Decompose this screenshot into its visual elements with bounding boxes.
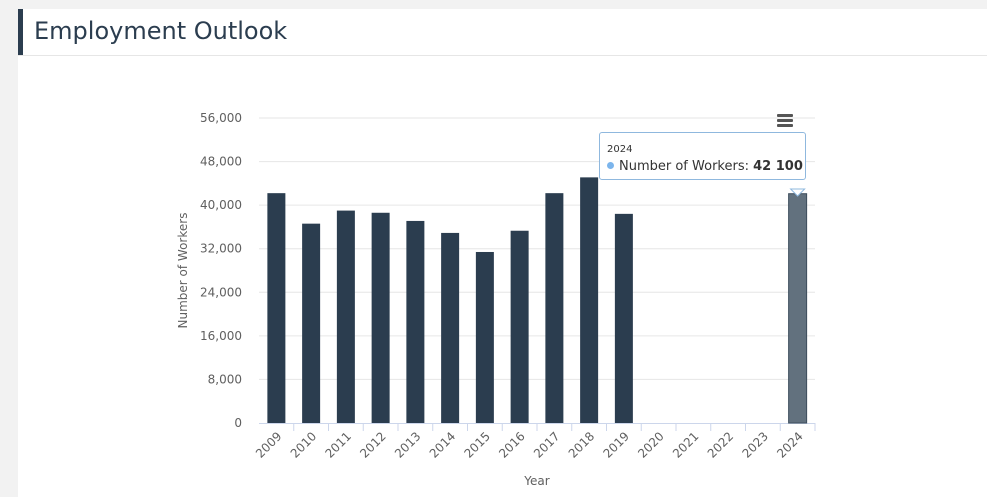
tooltip-series-dot	[607, 162, 614, 169]
bar-2024	[788, 193, 808, 424]
x-tick-label: 2016	[496, 429, 527, 460]
y-tick-label: 8,000	[208, 372, 242, 386]
tooltip-value: 42 100	[753, 159, 803, 174]
x-tick-label: 2019	[600, 429, 631, 460]
x-tick-label: 2012	[357, 429, 388, 460]
bar-2019	[614, 213, 633, 423]
x-tick-label: 2015	[461, 429, 492, 460]
bar-2014	[441, 232, 460, 423]
tooltip-series-label: Number of Workers:	[619, 159, 754, 174]
employment-outlook-panel: Employment Outlook	[18, 9, 987, 497]
y-tick-label: 56,000	[200, 111, 242, 125]
y-axis-title: Number of Workers	[176, 213, 190, 329]
x-tick-label: 2018	[566, 429, 597, 460]
bar-2009	[267, 193, 286, 423]
chart-tooltip: 2024 Number of Workers: 42 100	[599, 132, 806, 180]
x-tick-label: 2014	[427, 429, 458, 460]
x-tick-label: 2017	[531, 429, 562, 460]
bar-2010	[302, 223, 321, 423]
x-tick-label: 2022	[705, 429, 736, 460]
y-tick-label: 16,000	[200, 329, 242, 343]
bar-2015	[475, 251, 494, 423]
y-tick-label: 48,000	[200, 155, 242, 169]
x-tick-label: 2020	[635, 429, 666, 460]
panel-header: Employment Outlook	[18, 9, 987, 56]
bar-2013	[406, 220, 425, 423]
bar-2011	[336, 210, 355, 423]
x-tick-label: 2009	[253, 429, 284, 460]
bar-2017	[545, 193, 564, 423]
tooltip-category: 2024	[607, 144, 633, 155]
tooltip-pointer	[789, 188, 806, 197]
y-tick-label: 0	[234, 416, 242, 430]
x-tick-label: 2013	[392, 429, 423, 460]
bar-2018	[580, 177, 599, 423]
tooltip-series-line: Number of Workers: 42 100	[607, 159, 803, 174]
x-tick-label: 2010	[288, 429, 319, 460]
x-axis-title: Year	[523, 474, 549, 488]
header-accent-bar	[18, 9, 23, 55]
y-tick-label: 40,000	[200, 198, 242, 212]
hamburger-menu-icon[interactable]	[774, 110, 796, 132]
x-tick-label: 2023	[739, 429, 770, 460]
y-tick-label: 32,000	[200, 242, 242, 256]
bar-2016	[510, 230, 529, 423]
page-title: Employment Outlook	[34, 17, 288, 45]
x-tick-label: 2024	[774, 429, 805, 460]
x-tick-label: 2021	[670, 429, 701, 460]
x-tick-label: 2011	[322, 429, 353, 460]
bar-2012	[371, 212, 390, 423]
y-tick-label: 24,000	[200, 285, 242, 299]
